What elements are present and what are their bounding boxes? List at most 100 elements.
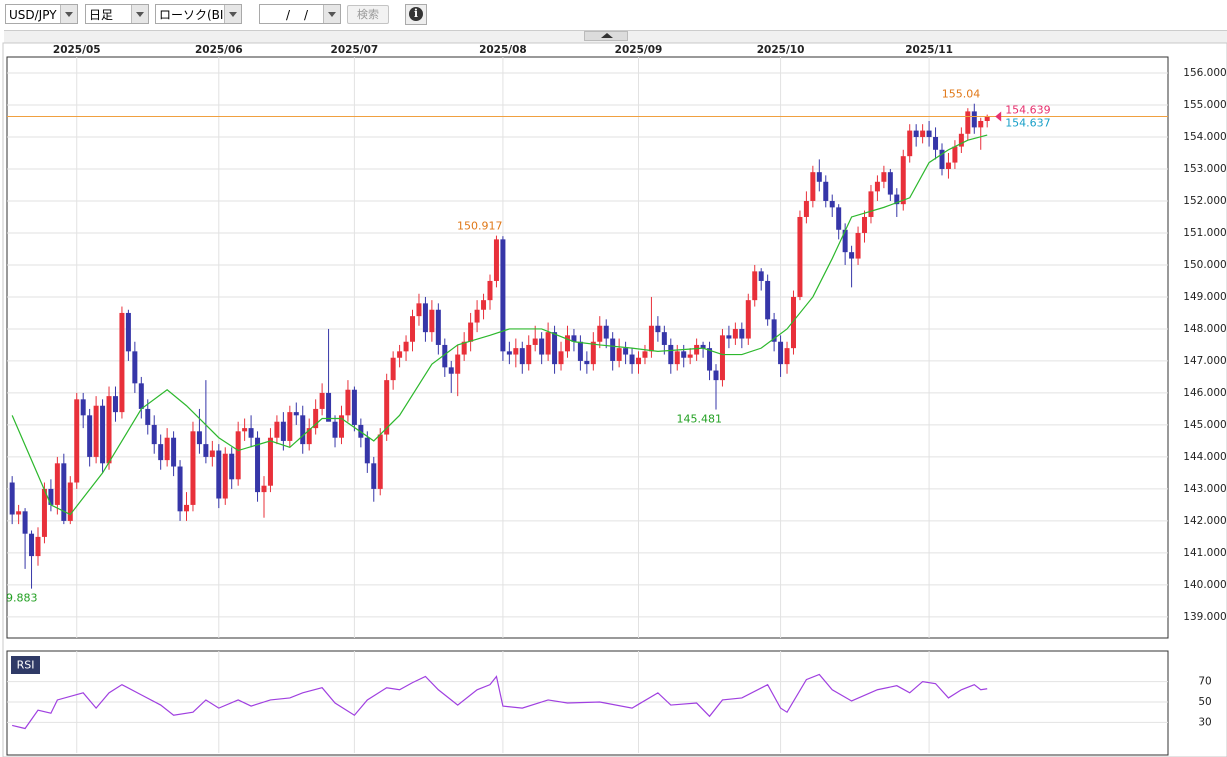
candle-body	[229, 454, 234, 480]
candle-body	[746, 300, 751, 338]
x-tick-label: 2025/08	[479, 44, 527, 56]
candle-body	[16, 511, 21, 514]
candle-body	[675, 351, 680, 364]
y-tick-label: 140.000	[1183, 579, 1226, 591]
candle-body	[507, 351, 512, 354]
candle-body	[126, 313, 131, 351]
candle-body	[752, 271, 757, 300]
candle-body	[642, 351, 647, 357]
candle-body	[668, 345, 673, 364]
candle-body	[688, 355, 693, 358]
candle-body	[378, 435, 383, 489]
candle-body	[455, 355, 460, 374]
y-tick-label: 149.000	[1183, 291, 1226, 303]
candle-body	[132, 351, 137, 383]
candle-body	[733, 329, 738, 339]
high-annotation: 155.04	[942, 88, 981, 101]
x-tick-label: 2025/05	[53, 44, 101, 56]
y-tick-label: 145.000	[1183, 419, 1226, 431]
candle-body	[365, 438, 370, 464]
candle-body	[662, 332, 667, 345]
candle-body	[875, 182, 880, 192]
candle-body	[352, 390, 357, 425]
candle-body	[901, 156, 906, 204]
candle-body	[475, 310, 480, 323]
candle-body	[320, 393, 325, 409]
candle-body	[720, 335, 725, 380]
candle-body	[591, 342, 596, 364]
candle-body	[236, 431, 241, 479]
candle-body	[804, 201, 809, 217]
price-label: 154.639	[1005, 104, 1051, 117]
candle-body	[707, 348, 712, 370]
candle-body	[952, 147, 957, 163]
rsi-label: RSI	[17, 659, 35, 672]
y-tick-label: 148.000	[1183, 323, 1226, 335]
candle-body	[849, 252, 854, 258]
x-tick-label: 2025/11	[905, 44, 953, 56]
candle-body	[333, 422, 338, 438]
candle-body	[520, 348, 525, 364]
candle-body	[152, 425, 157, 444]
candle-body	[113, 396, 118, 412]
candle-body	[345, 390, 350, 416]
candle-body	[617, 348, 622, 361]
candle-body	[436, 310, 441, 345]
y-tick-label: 30	[1198, 716, 1211, 728]
candle-body	[107, 396, 112, 463]
candle-body	[862, 217, 867, 233]
candle-body	[623, 348, 628, 354]
candle-body	[261, 486, 266, 492]
candle-body	[274, 422, 279, 438]
candle-body	[630, 355, 635, 365]
candle-body	[778, 342, 783, 364]
candle-body	[184, 505, 189, 511]
candle-body	[145, 409, 150, 425]
candle-body	[868, 191, 873, 217]
price-label: 154.637	[1005, 117, 1051, 130]
candle-body	[843, 230, 848, 252]
y-tick-label: 143.000	[1183, 483, 1226, 495]
rsi-panel	[7, 651, 1168, 755]
candle-body	[881, 172, 886, 182]
candle-body	[48, 489, 53, 505]
candle-body	[87, 415, 92, 457]
candle-body	[165, 438, 170, 460]
y-tick-label: 155.000	[1183, 99, 1226, 111]
candle-body	[713, 371, 718, 381]
candle-body	[965, 111, 970, 133]
candle-body	[139, 383, 144, 409]
candle-body	[94, 406, 99, 457]
candle-body	[539, 339, 544, 355]
candle-body	[481, 300, 486, 310]
candle-body	[985, 117, 990, 121]
y-tick-label: 70	[1198, 676, 1211, 688]
candle-body	[597, 326, 602, 342]
candle-body	[856, 233, 861, 259]
candle-body	[578, 342, 583, 361]
candle-body	[559, 351, 564, 364]
candle-body	[326, 393, 331, 422]
y-tick-label: 152.000	[1183, 195, 1226, 207]
candle-body	[694, 345, 699, 355]
candle-body	[249, 428, 254, 438]
candle-body	[565, 335, 570, 351]
high-annotation: 150.917	[457, 220, 503, 233]
candle-body	[429, 310, 434, 332]
candle-body	[765, 281, 770, 319]
candle-body	[81, 399, 86, 415]
candle-body	[810, 172, 815, 201]
candle-body	[300, 415, 305, 444]
y-tick-label: 139.000	[1183, 611, 1226, 623]
candle-body	[500, 239, 505, 351]
candle-body	[268, 438, 273, 486]
x-tick-label: 2025/06	[195, 44, 243, 56]
candle-body	[817, 172, 822, 182]
candle-body	[552, 332, 557, 364]
candle-body	[29, 534, 34, 556]
candle-body	[920, 131, 925, 137]
candle-body	[649, 326, 654, 352]
